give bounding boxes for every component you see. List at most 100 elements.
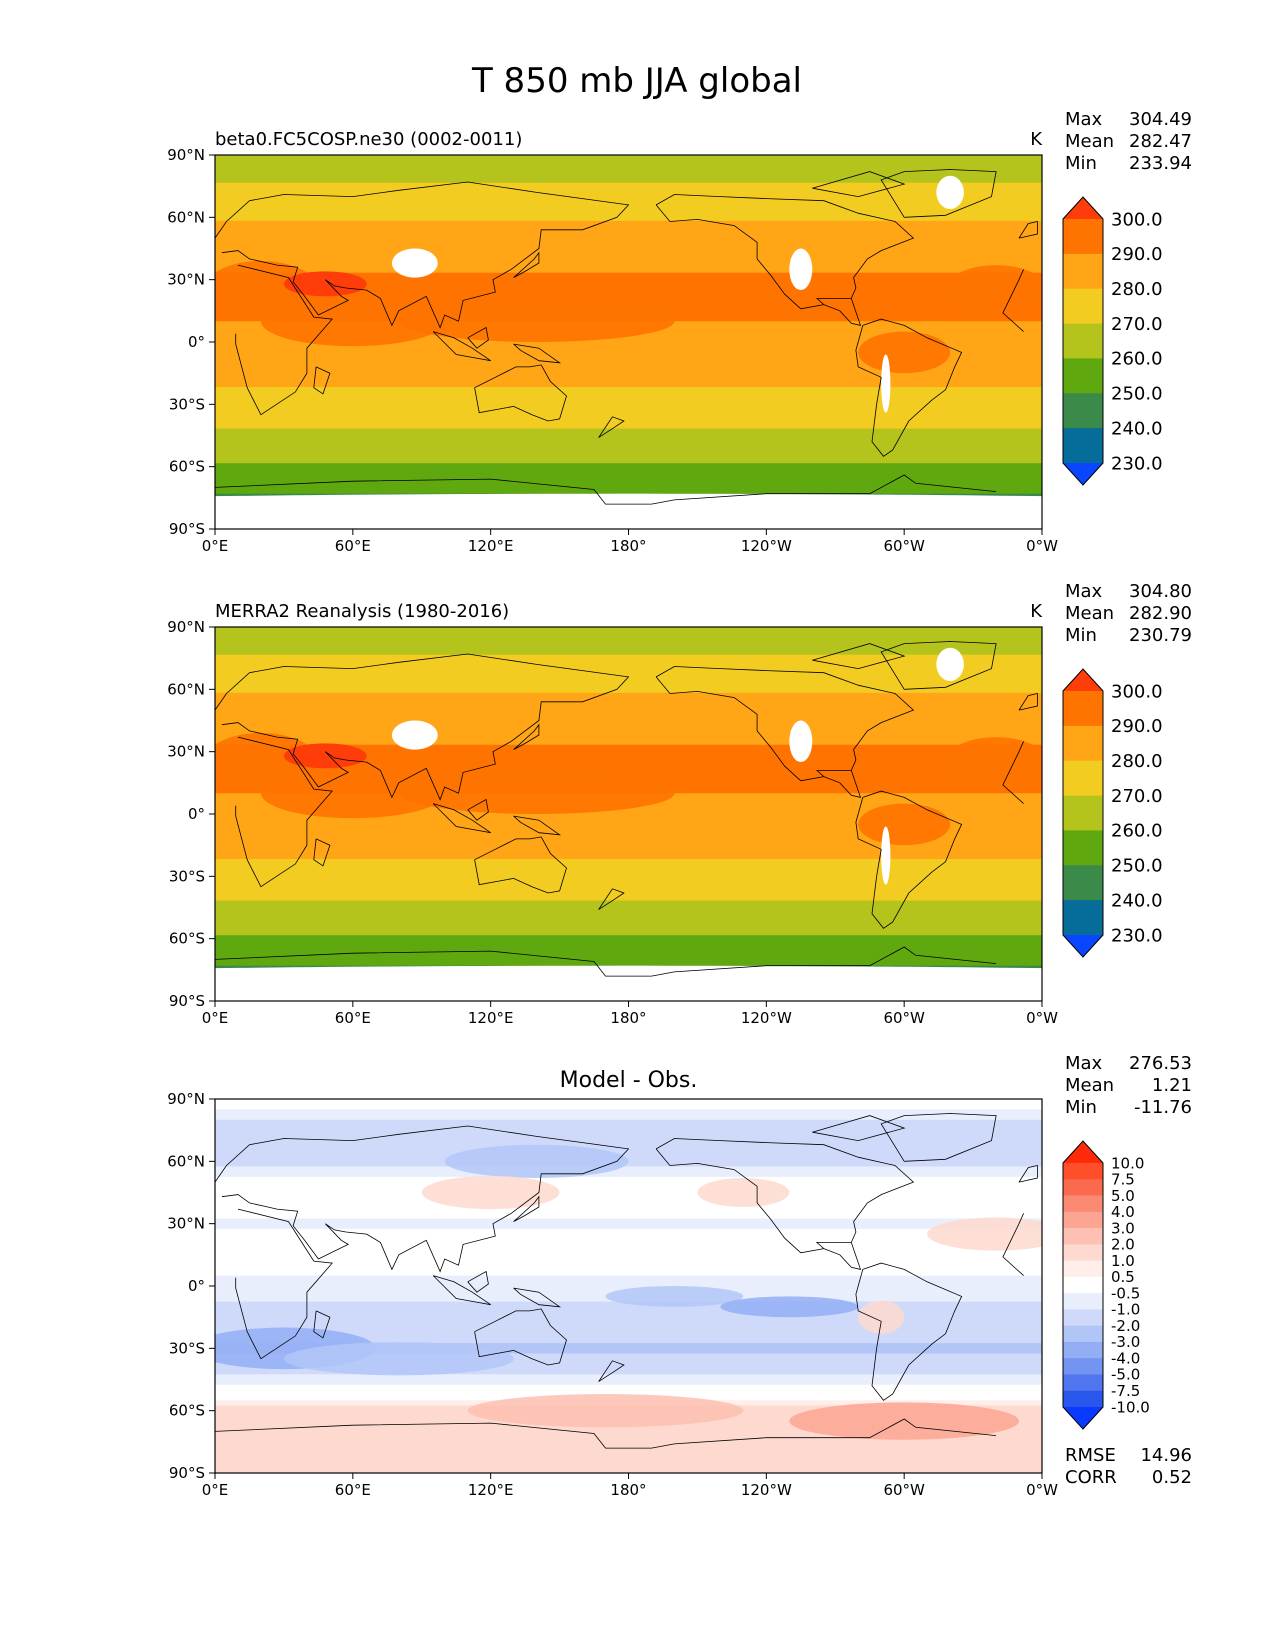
colorbar-extend-bottom: [1063, 1407, 1103, 1429]
field-band: [215, 1223, 1042, 1230]
missing-region: [881, 354, 891, 413]
field-band: [215, 414, 1042, 419]
colorbar-label: 270.0: [1111, 314, 1163, 335]
field-band: [215, 432, 1042, 437]
field-band: [215, 248, 1042, 253]
colorbar-label: 1.0: [1111, 1252, 1135, 1270]
field-band: [215, 241, 1042, 246]
field-band: [215, 1234, 1042, 1240]
field-blob: [260, 296, 445, 347]
colorbar-label: 240.0: [1111, 890, 1163, 911]
coastline: [823, 1242, 862, 1270]
y-tick-label: 30°N: [167, 743, 205, 761]
coastline: [467, 1270, 489, 1293]
field-blob: [945, 737, 1042, 787]
map-field: [215, 627, 1042, 1001]
colorbar-segment: [1063, 691, 1103, 727]
x-tick-label: 60°E: [335, 1009, 371, 1027]
field-band: [215, 1166, 1042, 1173]
field-band: [215, 1104, 1042, 1110]
colorbar-segment: [1063, 1374, 1103, 1392]
colorbar-label: -7.5: [1111, 1382, 1140, 1400]
stat-value: 230.79: [1129, 625, 1192, 646]
field-band: [215, 234, 1042, 239]
field-band: [215, 748, 1042, 753]
field-blob: [421, 1175, 560, 1210]
x-tick-label: 180°: [610, 537, 646, 555]
x-tick-label: 120°W: [741, 1009, 792, 1027]
coastline: [467, 798, 489, 821]
field-band: [215, 935, 1042, 940]
y-tick-label: 30°S: [169, 867, 205, 885]
field-band: [215, 272, 1042, 277]
colorbar-label: -0.5: [1111, 1284, 1140, 1302]
field-band: [215, 466, 1042, 471]
field-blob: [858, 803, 951, 846]
field-band: [215, 165, 1042, 170]
field-band: [215, 845, 1042, 850]
colorbar-segment: [1063, 1163, 1103, 1180]
coastline: [1018, 1164, 1038, 1183]
coastline: [655, 666, 915, 782]
field-band: [215, 928, 1042, 933]
field-band: [215, 1218, 1042, 1225]
y-tick-label: 30°N: [167, 1215, 205, 1233]
field-band: [215, 755, 1042, 760]
coastline: [513, 1287, 562, 1308]
field-band: [215, 772, 1042, 777]
field-band: [215, 1332, 1042, 1339]
stat-value: 276.53: [1129, 1053, 1192, 1074]
field-band: [215, 872, 1042, 877]
x-tick-label: 120°E: [468, 537, 514, 555]
colorbar-label: -10.0: [1111, 1398, 1150, 1416]
field-band: [215, 179, 1042, 184]
field-band: [215, 224, 1042, 229]
field-band: [215, 158, 1042, 163]
colorbar-label: -1.0: [1111, 1301, 1140, 1319]
coastline: [855, 790, 963, 929]
field-band: [215, 637, 1042, 642]
field-band: [215, 692, 1042, 697]
field-blob: [444, 1144, 629, 1178]
field-band: [215, 418, 1042, 423]
colorbar-segment: [1063, 358, 1103, 394]
field-band: [215, 1441, 1042, 1448]
field-band: [215, 251, 1042, 257]
field-band: [215, 910, 1042, 916]
x-tick-label: 0°E: [202, 1481, 229, 1499]
coastline: [880, 1113, 997, 1162]
field-band: [215, 366, 1042, 371]
coastline: [432, 331, 491, 362]
field-band: [215, 737, 1042, 742]
colorbar-segment: [1063, 323, 1103, 359]
field-band: [215, 269, 1042, 274]
panel-units: K: [1030, 129, 1043, 150]
field-band: [215, 955, 1042, 961]
field-band: [215, 161, 1042, 166]
field-band: [215, 1182, 1042, 1188]
field-band: [215, 855, 1042, 860]
colorbar-extend-top: [1063, 197, 1103, 219]
y-tick-label: 90°N: [167, 618, 205, 636]
panel-left-title: MERRA2 Reanalysis (1980-2016): [215, 601, 509, 622]
y-tick-label: 60°N: [167, 680, 205, 698]
missing-region: [391, 248, 438, 278]
field-band: [215, 300, 1042, 305]
field-band: [215, 428, 1042, 433]
y-tick-label: 0°: [188, 805, 205, 823]
field-band: [215, 658, 1042, 663]
field-band: [215, 262, 1042, 267]
field-band: [215, 1317, 1042, 1323]
coastline: [474, 364, 567, 422]
field-band: [215, 865, 1042, 871]
map-field: [215, 1099, 1042, 1473]
field-band: [215, 1171, 1042, 1178]
y-tick-label: 30°N: [167, 271, 205, 289]
field-band: [215, 751, 1042, 756]
field-band: [215, 1145, 1042, 1152]
colorbar-segment: [1063, 253, 1103, 290]
field-band: [215, 675, 1042, 680]
colorbar-label: 230.0: [1111, 453, 1163, 474]
field-band: [215, 904, 1042, 909]
field-blob: [467, 1394, 744, 1428]
